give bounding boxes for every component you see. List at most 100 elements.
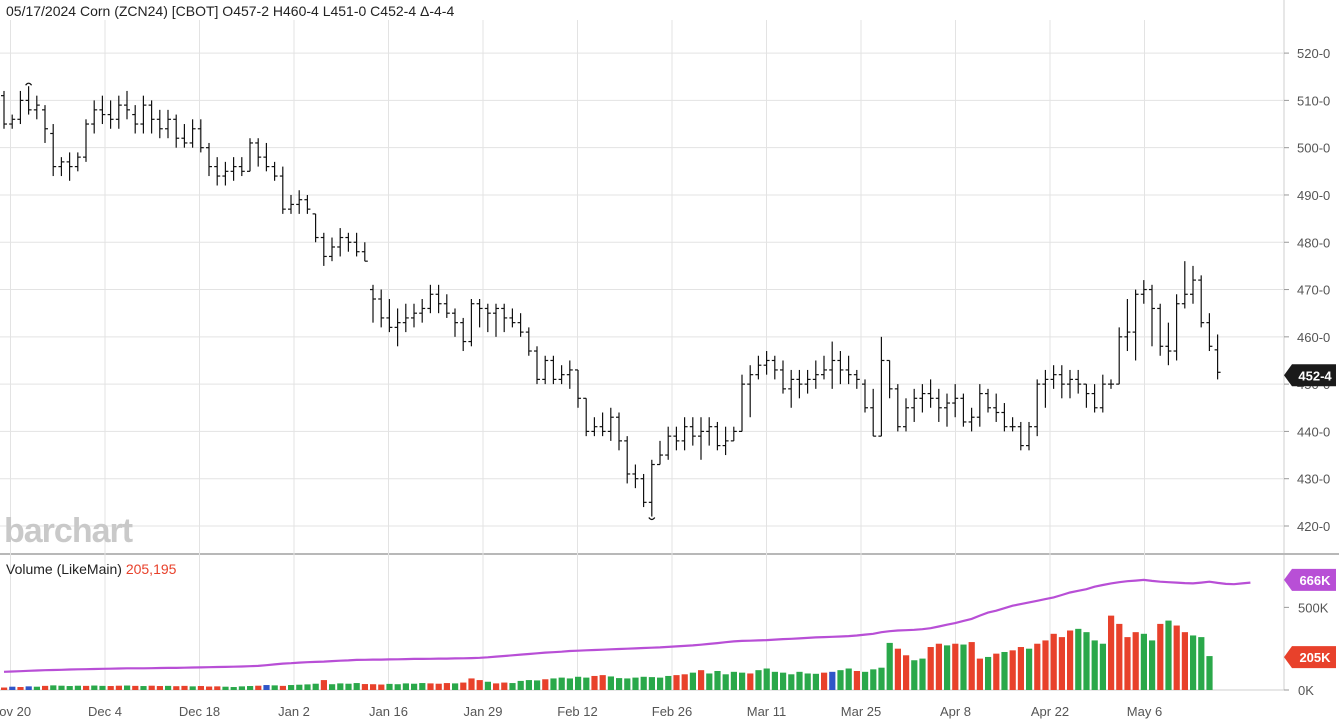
ohlc-bar (197, 119, 204, 153)
volume-panel-label: Volume (LikeMain) (6, 561, 122, 577)
volume-bar (329, 684, 336, 690)
volume-bar (476, 680, 483, 690)
volume-bar (1206, 656, 1213, 690)
volume-bar (452, 683, 459, 690)
ohlc-bar (230, 157, 237, 181)
ohlc-bar (681, 417, 688, 451)
date-axis: Nov 20 Dec 4 Dec 18 Jan 2 Jan 16 Jan 29 Feb 12… (0, 704, 1162, 719)
price-tick-label: 420-0 (1297, 519, 1330, 534)
volume-bar (599, 675, 606, 690)
ohlc-bar (1058, 365, 1065, 399)
ohlc-bar (689, 417, 696, 446)
volume-bar (648, 677, 655, 690)
volume-bar (460, 682, 467, 690)
ohlc-bar (214, 157, 221, 186)
volume-bar (763, 668, 770, 690)
volume-bar (616, 678, 623, 690)
volume-bar (607, 676, 614, 690)
ohlc-bar (1190, 265, 1196, 304)
svg-text:205K: 205K (1299, 650, 1331, 665)
volume-axis: 500K 0K (1284, 600, 1329, 698)
last-volume-badge: 205K (1284, 646, 1336, 669)
ohlc-bar (976, 384, 983, 427)
volume-bar (1132, 632, 1139, 690)
ohlc-bar (189, 119, 196, 148)
volume-bar (1198, 637, 1205, 690)
ohlc-bar (1157, 303, 1164, 356)
volume-bar (927, 647, 934, 690)
ohlc-bar (739, 374, 745, 433)
volume-bar (361, 684, 368, 690)
volume-bar (132, 685, 139, 690)
volume-bar (919, 658, 926, 690)
ohlc-bar (222, 161, 229, 186)
volume-bar (124, 685, 131, 690)
volume-bar (263, 685, 270, 690)
ohlc-bar (452, 308, 458, 337)
ohlc-bar (1149, 284, 1155, 347)
ohlc-bar (1132, 289, 1139, 361)
ohlc-bar (706, 417, 713, 446)
ohlc-bar (173, 114, 180, 148)
volume-bar (345, 683, 352, 690)
volume-bar (1181, 632, 1188, 690)
ohlc-bar (165, 109, 171, 139)
volume-bar (304, 684, 311, 690)
grid-lines (0, 0, 1339, 691)
ohlc-bars (1, 86, 1221, 517)
price-tick-label: 440-0 (1297, 424, 1330, 439)
price-tick-label: 470-0 (1297, 283, 1330, 298)
ohlc-bar (583, 397, 590, 437)
volume-bar (427, 683, 434, 690)
volume-bar (985, 656, 992, 690)
volume-bar (443, 683, 450, 690)
ohlc-bar (58, 157, 65, 177)
ohlc-bar (853, 369, 860, 389)
ohlc-bar (1042, 369, 1049, 408)
volume-bar (165, 685, 172, 690)
volume-bar (952, 643, 959, 690)
volume-bar (755, 670, 762, 690)
volume-bar (624, 678, 631, 690)
ohlc-bar (394, 308, 401, 347)
ohlc-bar (83, 119, 89, 162)
volume-bar (353, 683, 360, 690)
volume-bar (1116, 623, 1123, 690)
volume-bar (91, 685, 98, 690)
volume-bar (214, 686, 221, 690)
ohlc-bar (845, 355, 852, 385)
volume-bar (698, 670, 705, 690)
ohlc-bar (50, 124, 57, 177)
volume-bar (960, 644, 967, 690)
ohlc-bar (698, 417, 704, 460)
ohlc-bar (312, 213, 319, 243)
volume-panel-title: Volume (LikeMain) 205,195 (6, 561, 176, 577)
ohlc-bar (288, 194, 294, 214)
ohlc-bar (862, 379, 868, 413)
volume-bar (501, 682, 508, 690)
volume-bar (1157, 623, 1164, 690)
ohlc-bar (1206, 313, 1213, 352)
ohlc-bar (99, 95, 106, 125)
ohlc-bar (329, 237, 335, 262)
volume-bar (837, 670, 844, 690)
volume-bar (1001, 651, 1008, 690)
volume-bar (591, 675, 598, 690)
ohlc-bar (107, 100, 114, 129)
volume-bar (1108, 615, 1115, 690)
ohlc-bar (911, 388, 918, 422)
ohlc-bar (42, 105, 48, 143)
ohlc-bar (386, 299, 393, 333)
ohlc-bar (763, 351, 770, 375)
last-price-badge: 452-4 (1284, 364, 1336, 387)
volume-bar (189, 686, 196, 690)
volume-bar (296, 684, 303, 690)
volume-bar (484, 681, 491, 690)
volume-bar (657, 677, 664, 690)
volume-bar (181, 685, 188, 690)
ohlc-bar (927, 379, 934, 408)
volume-bar (1017, 647, 1024, 690)
ohlc-bar (1124, 299, 1131, 352)
ohlc-bar (501, 303, 508, 333)
ohlc-bar (124, 90, 130, 120)
